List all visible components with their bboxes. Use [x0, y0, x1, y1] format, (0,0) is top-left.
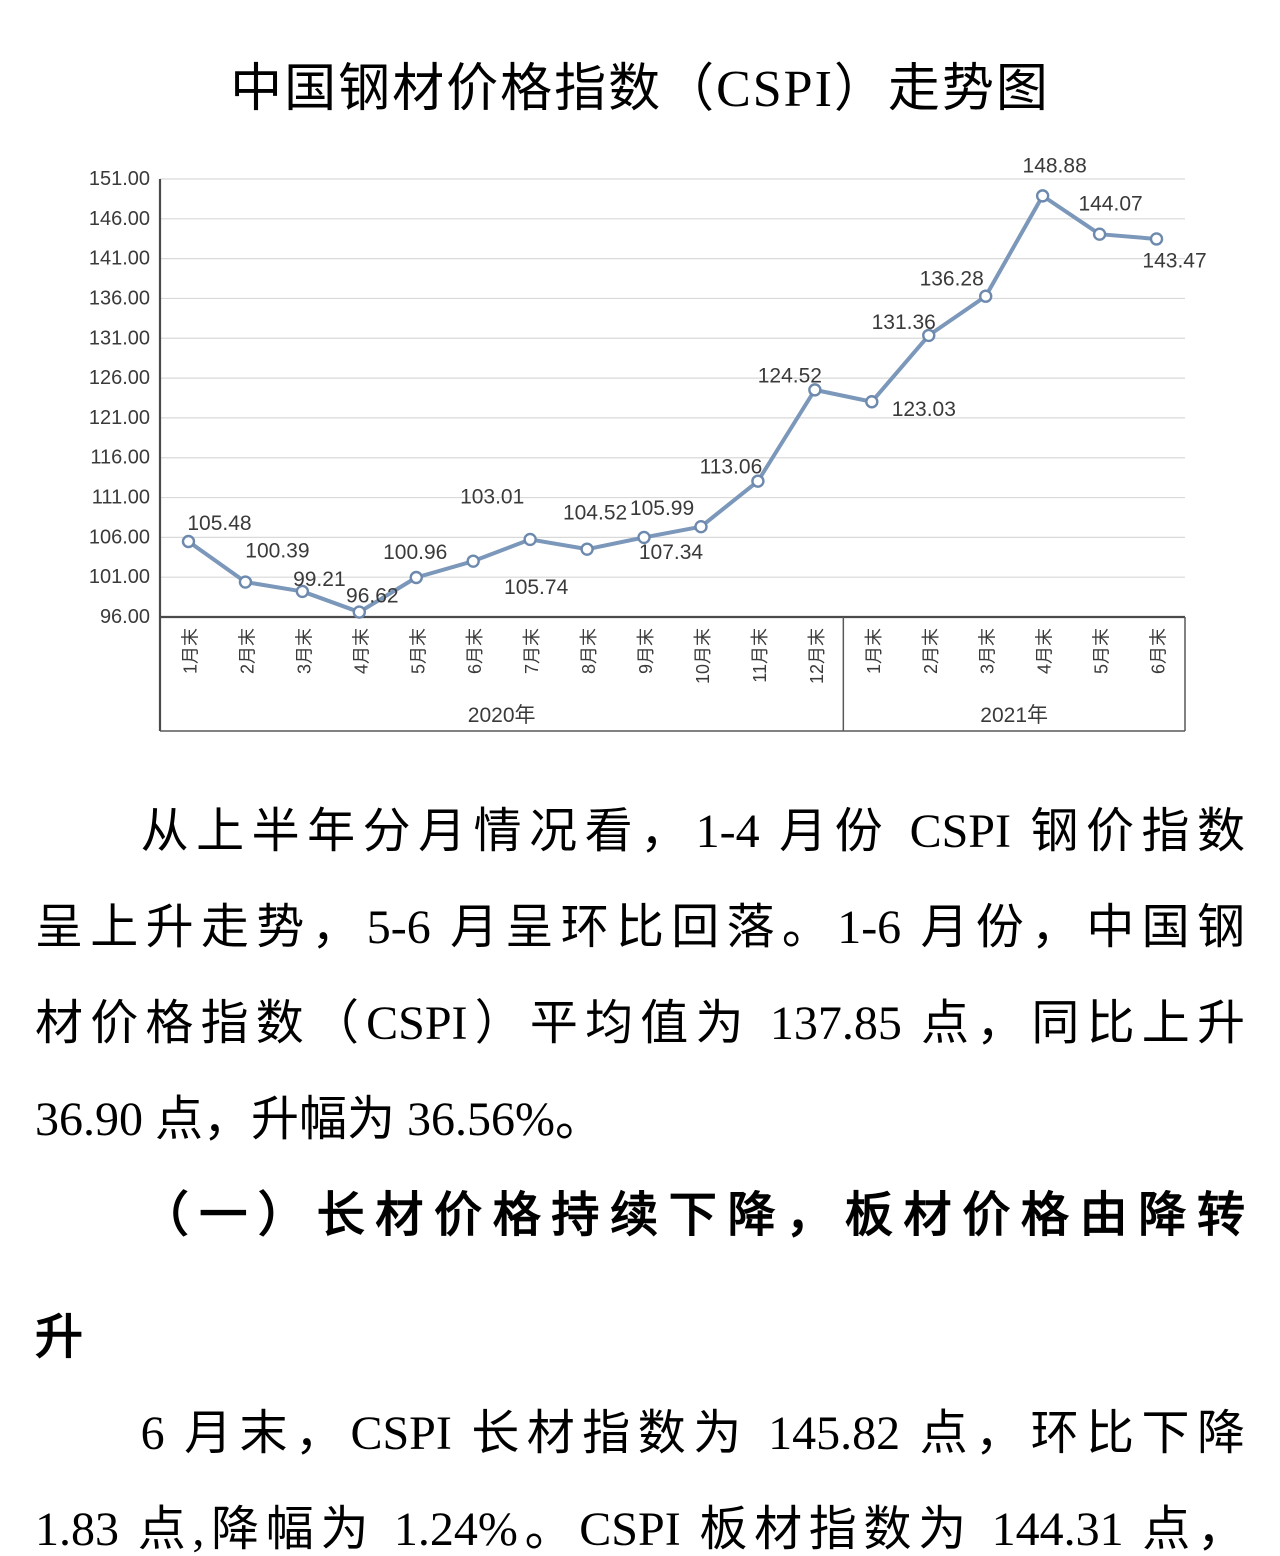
data-point-label: 100.39	[245, 540, 309, 563]
x-axis-month-label: 4月末	[351, 628, 371, 674]
data-point-label: 144.07	[1078, 193, 1142, 216]
data-point-label: 124.52	[758, 364, 822, 387]
x-axis-month-label: 2月末	[237, 628, 257, 674]
x-axis-month-label: 11月末	[750, 628, 770, 683]
y-axis-tick-label: 141.00	[89, 248, 150, 270]
data-point-marker	[694, 519, 708, 534]
y-axis-tick-label: 136.00	[89, 287, 150, 309]
data-point-marker	[238, 575, 253, 589]
data-point-label: 103.01	[460, 486, 524, 509]
body-line: 材价格指数（CSPI）平均值为 137.85 点，同比上升	[35, 997, 1245, 1050]
data-point-marker	[1092, 227, 1107, 241]
data-point-label: 100.96	[383, 541, 447, 564]
y-axis-tick-label: 106.00	[89, 526, 150, 548]
data-point-label: 148.88	[1023, 154, 1087, 177]
heading-line: （一）长材价格持续下降，板材价格由降转	[140, 1189, 1245, 1242]
y-axis-tick-label: 101.00	[89, 566, 150, 588]
data-point-marker	[978, 289, 993, 303]
data-point-marker	[637, 530, 651, 545]
x-axis-month-label: 1月末	[864, 628, 884, 674]
data-point-label: 113.06	[700, 456, 763, 479]
y-axis-tick-label: 96.00	[100, 606, 150, 628]
x-axis-month-label: 3月末	[978, 628, 998, 674]
paragraph-overview: 从上半年分月情况看，1-4 月份 CSPI 钢价指数 呈上升走势，5-6 月呈环…	[35, 784, 1245, 1168]
data-point-label: 105.48	[187, 512, 251, 535]
data-point-label: 105.99	[630, 497, 694, 520]
body-line: 6 月末，CSPI 长材指数为 145.82 点，环比下降	[140, 1407, 1245, 1460]
data-point-marker	[523, 532, 537, 547]
body-line: 36.90 点，升幅为 36.56%。	[35, 1093, 603, 1146]
data-point-label: 136.28	[920, 268, 984, 291]
y-axis-tick-label: 121.00	[89, 407, 150, 429]
data-point-label: 105.74	[504, 576, 569, 599]
data-point-marker	[466, 554, 480, 568]
y-axis-tick-label: 126.00	[89, 367, 150, 389]
data-point-label: 143.47	[1142, 249, 1206, 272]
data-point-marker	[295, 584, 310, 599]
x-axis-month-label: 3月末	[294, 628, 314, 674]
data-point-label: 123.03	[892, 398, 956, 421]
x-axis-month-label: 7月末	[522, 628, 542, 674]
y-axis-tick-label: 131.00	[89, 327, 150, 349]
y-axis-tick-label: 146.00	[89, 208, 150, 230]
cspi-series-line	[186, 193, 1159, 615]
x-axis-month-label: 1月末	[180, 628, 200, 674]
data-point-marker	[181, 534, 196, 549]
body-line: 1.83 点,降幅为 1.24%。CSPI 板材指数为 144.31 点，	[35, 1503, 1245, 1556]
x-axis-month-label: 9月末	[636, 628, 656, 674]
data-point-marker	[580, 542, 594, 556]
data-point-marker	[751, 474, 765, 488]
y-axis-tick-label: 116.00	[90, 447, 150, 469]
section-heading: （一）长材价格持续下降，板材价格由降转 升	[35, 1168, 1245, 1386]
x-axis-month-label: 6月末	[1149, 628, 1169, 674]
y-axis-tick-label: 151.00	[89, 168, 150, 190]
x-axis-year-group-label: 2020年	[468, 704, 536, 727]
data-point-marker	[409, 570, 423, 585]
data-point-marker	[352, 605, 367, 619]
heading-line: 升	[35, 1311, 84, 1364]
data-point-marker	[922, 328, 936, 343]
data-point-label: 99.21	[293, 568, 346, 591]
data-point-label: 96.62	[346, 585, 399, 608]
x-axis-month-label: 8月末	[579, 628, 599, 674]
data-point-label: 131.36	[872, 311, 936, 334]
x-axis-month-label: 4月末	[1035, 628, 1055, 674]
data-point-label: 104.52	[563, 502, 627, 525]
x-axis-month-label: 2月末	[921, 628, 941, 674]
body-line: 从上半年分月情况看，1-4 月份 CSPI 钢价指数	[140, 805, 1245, 858]
data-point-marker	[1149, 232, 1164, 246]
x-axis-month-label: 5月末	[408, 628, 428, 674]
y-axis-tick-label: 111.00	[92, 487, 150, 509]
data-point-marker	[865, 395, 879, 409]
cspi-trend-chart: 151.00 146.00 141.00 136.00 131.00 126.00 121.…	[89, 154, 1207, 732]
chart-title: 中国钢材价格指数（CSPI）走势图	[230, 61, 1050, 118]
data-point-marker	[808, 383, 822, 397]
data-point-label: 107.34	[639, 541, 704, 564]
data-point-marker	[1035, 189, 1050, 203]
article-body: 从上半年分月情况看，1-4 月份 CSPI 钢价指数 呈上升走势，5-6 月呈环…	[35, 784, 1245, 1556]
paragraph-detail: 6 月末，CSPI 长材指数为 145.82 点，环比下降 1.83 点,降幅为…	[35, 1386, 1245, 1556]
x-axis-month-label: 10月末	[693, 628, 713, 684]
x-axis-year-group-label: 2021年	[980, 704, 1048, 727]
x-axis-month-label: 6月末	[465, 628, 485, 674]
x-axis-month-label: 12月末	[807, 628, 827, 684]
body-line: 呈上升走势，5-6 月呈环比回落。1-6 月份，中国钢	[35, 901, 1245, 954]
x-axis-month-label: 5月末	[1092, 628, 1112, 674]
